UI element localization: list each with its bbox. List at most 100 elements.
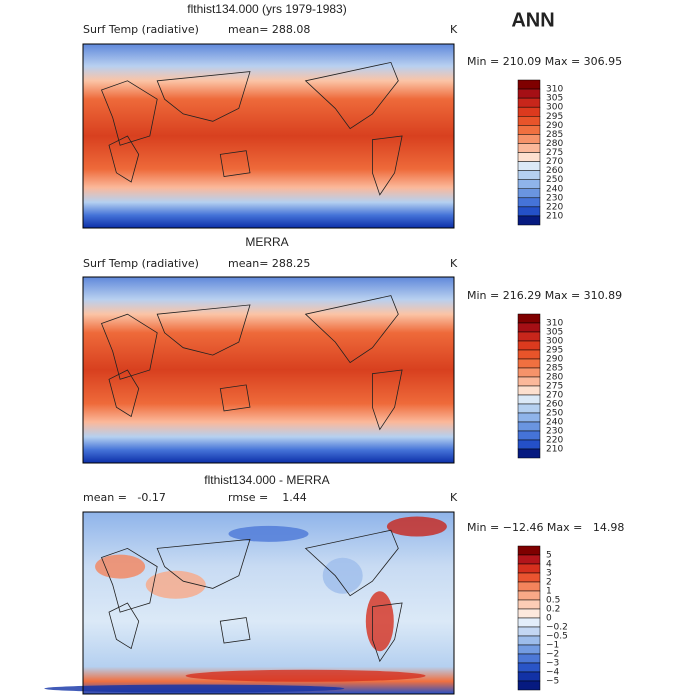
colorbar-label: 230 bbox=[546, 427, 563, 437]
colorbar-box bbox=[517, 179, 541, 189]
coastline bbox=[156, 538, 251, 589]
colorbar-box bbox=[517, 125, 541, 135]
colorbar-label: 240 bbox=[546, 184, 563, 194]
colorbar-label: −0.5 bbox=[546, 632, 568, 642]
coastline bbox=[304, 61, 399, 130]
colorbar-box bbox=[517, 322, 541, 333]
colorbar-box bbox=[517, 394, 541, 405]
colorbar-label: −1 bbox=[546, 641, 559, 651]
colorbar-label: 285 bbox=[546, 130, 563, 140]
colorbar-label: 2 bbox=[546, 578, 552, 588]
colorbar-box bbox=[517, 430, 541, 441]
colorbar-label: 285 bbox=[546, 364, 563, 374]
colorbar-label: 0.5 bbox=[546, 596, 560, 606]
colorbar-box bbox=[517, 313, 541, 324]
colorbar-label: 305 bbox=[546, 328, 563, 338]
map bbox=[82, 43, 455, 229]
map bbox=[44, 511, 455, 695]
colorbar-label: 295 bbox=[546, 346, 563, 356]
panel-label: Surf Temp (radiative) bbox=[83, 257, 199, 270]
colorbar-box bbox=[517, 626, 541, 637]
colorbar-label: −3 bbox=[546, 659, 559, 669]
colorbar-box bbox=[517, 340, 541, 351]
coastline bbox=[156, 304, 251, 356]
colorbar-label: 300 bbox=[546, 103, 563, 113]
map-frame bbox=[82, 511, 455, 695]
colorbar-label: −2 bbox=[546, 650, 559, 660]
colorbar-box bbox=[517, 331, 541, 342]
colorbar-box bbox=[517, 79, 541, 90]
colorbar-box bbox=[517, 106, 541, 117]
colorbar-box bbox=[517, 671, 541, 682]
colorbar-label: 270 bbox=[546, 157, 563, 167]
colorbar-label: −0.2 bbox=[546, 623, 568, 633]
coastline bbox=[304, 295, 399, 364]
colorbar-box bbox=[517, 376, 541, 387]
coastline bbox=[100, 547, 158, 613]
colorbar-box bbox=[517, 403, 541, 414]
panel-label: mean = -0.17 bbox=[83, 491, 166, 504]
colorbar-label: 220 bbox=[546, 436, 563, 446]
colorbar-label: 5 bbox=[546, 551, 552, 561]
colorbar-box bbox=[517, 97, 541, 108]
map-anomaly bbox=[386, 516, 447, 537]
colorbar-box bbox=[517, 170, 541, 180]
colorbar-label: −4 bbox=[546, 668, 560, 678]
colorbar-box bbox=[517, 215, 541, 226]
season-label: ANN bbox=[511, 9, 554, 31]
map-anomaly bbox=[145, 570, 206, 599]
panel-label: Surf Temp (radiative) bbox=[83, 23, 199, 36]
panel-label: rmse = 1.44 bbox=[228, 491, 307, 504]
map-anomaly bbox=[44, 684, 345, 693]
map-frame bbox=[82, 43, 455, 229]
colorbar-box bbox=[517, 635, 541, 646]
map-field bbox=[83, 277, 454, 463]
panel-label: K bbox=[450, 23, 458, 36]
colorbar-box bbox=[517, 143, 541, 153]
colorbar-label: 1 bbox=[546, 587, 552, 597]
colorbar-box bbox=[517, 617, 541, 628]
colorbar-box bbox=[517, 608, 541, 619]
colorbar-box bbox=[517, 448, 541, 459]
coastline bbox=[219, 384, 251, 412]
colorbar-label: 0.2 bbox=[546, 605, 560, 615]
colorbar-label: 260 bbox=[546, 166, 563, 176]
colorbar-label: 310 bbox=[546, 85, 563, 95]
min-max: Min = 210.09 Max = 306.95 bbox=[467, 55, 622, 68]
coastline bbox=[100, 80, 158, 146]
colorbar-label: 275 bbox=[546, 382, 563, 392]
colorbar-label: 305 bbox=[546, 94, 563, 104]
map-anomaly bbox=[95, 554, 146, 579]
panel-title: MERRA bbox=[245, 235, 288, 249]
colorbar-box bbox=[517, 572, 541, 583]
colorbar-box bbox=[517, 88, 541, 99]
coastline bbox=[108, 602, 140, 650]
coastline bbox=[219, 617, 251, 644]
panel-label: K bbox=[450, 491, 458, 504]
colorbar-box bbox=[517, 599, 541, 610]
colorbar-label: 310 bbox=[546, 319, 563, 329]
colorbar-box bbox=[517, 590, 541, 601]
map-anomaly bbox=[228, 525, 309, 542]
colorbar-label: 260 bbox=[546, 400, 563, 410]
colorbar-label: 250 bbox=[546, 175, 563, 185]
colorbar-box bbox=[517, 188, 541, 199]
map-anomaly bbox=[365, 591, 394, 652]
colorbar-label: 280 bbox=[546, 139, 563, 149]
colorbar-box bbox=[517, 554, 541, 565]
colorbar-box bbox=[517, 439, 541, 450]
panel-label: mean= 288.25 bbox=[228, 257, 310, 270]
colorbar-label: 295 bbox=[546, 112, 563, 122]
panel-label: K bbox=[450, 257, 458, 270]
colorbar-label: 230 bbox=[546, 193, 563, 203]
panel-title: flthist134.000 (yrs 1979-1983) bbox=[187, 2, 346, 16]
coastline bbox=[108, 135, 140, 183]
map-anomaly bbox=[185, 669, 426, 682]
colorbar-label: 280 bbox=[546, 373, 563, 383]
map-field bbox=[83, 44, 454, 228]
colorbar-box bbox=[517, 152, 541, 162]
coastline bbox=[304, 529, 399, 597]
panel-label: mean= 288.08 bbox=[228, 23, 310, 36]
colorbar-box bbox=[517, 206, 541, 217]
